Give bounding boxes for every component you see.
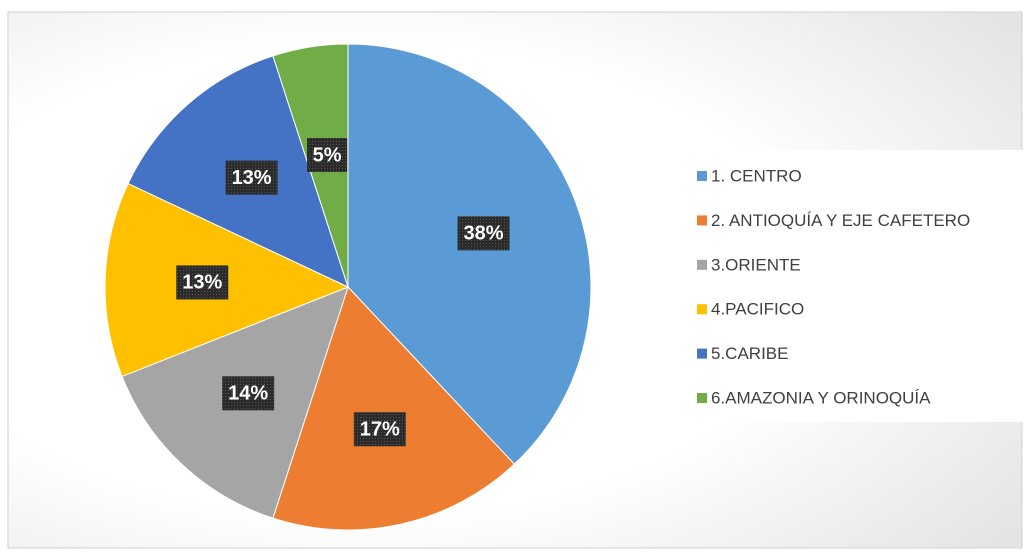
legend-swatch xyxy=(697,259,707,270)
legend-swatch xyxy=(697,171,707,181)
legend-label: 4.PACIFICO xyxy=(711,300,804,319)
legend-label: 5.CARIBE xyxy=(711,344,788,363)
data-label-box xyxy=(222,376,275,411)
data-label: 17% xyxy=(360,419,400,441)
legend-swatch xyxy=(697,348,707,359)
legend-box xyxy=(683,150,1026,422)
data-label-box xyxy=(176,265,229,300)
data-label: 14% xyxy=(228,383,268,405)
data-label-box xyxy=(457,216,510,251)
legend-label: 1. CENTRO xyxy=(711,166,802,185)
data-label: 5% xyxy=(313,144,342,166)
legend-label: 3.ORIENTE xyxy=(711,255,801,274)
data-label-box xyxy=(225,160,278,195)
legend-label: 6.AMAZONIA Y ORINOQUÍA xyxy=(711,388,931,407)
legend-swatch xyxy=(697,215,707,226)
data-label: 13% xyxy=(182,272,222,294)
legend-swatch xyxy=(697,304,707,315)
data-label-box xyxy=(307,137,348,172)
pie-slice xyxy=(272,286,516,531)
data-label: 38% xyxy=(464,223,504,245)
legend-label: 2. ANTIOQUÍA Y EJE CAFETERO xyxy=(711,211,970,230)
data-label-box xyxy=(353,412,406,447)
data-label: 13% xyxy=(232,167,272,189)
pie-slice xyxy=(347,43,592,465)
legend-swatch xyxy=(697,393,707,403)
